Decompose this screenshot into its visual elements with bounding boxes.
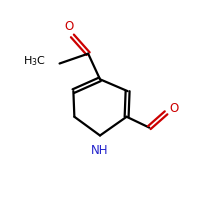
Text: NH: NH — [91, 144, 109, 157]
Text: O: O — [169, 102, 179, 115]
Text: H$_3$C: H$_3$C — [23, 55, 46, 68]
Text: O: O — [65, 20, 74, 33]
